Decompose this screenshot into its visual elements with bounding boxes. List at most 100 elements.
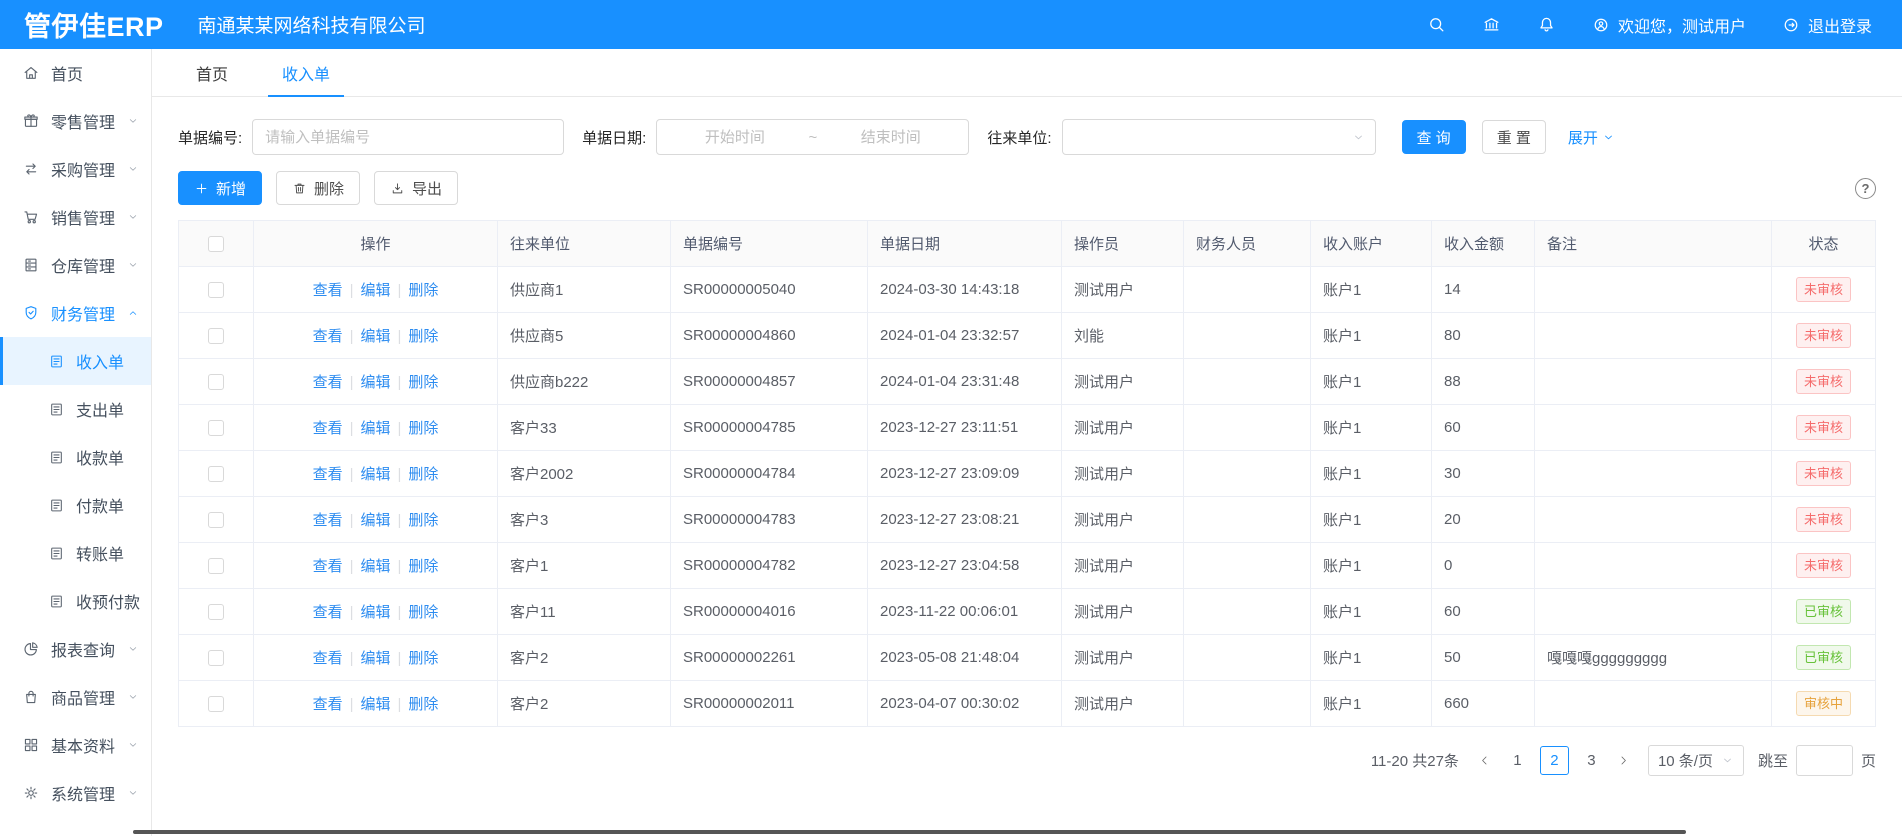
edit-link[interactable]: 编辑 <box>360 282 391 299</box>
sidebar-item-home[interactable]: 首页 <box>0 49 151 97</box>
row-checkbox[interactable] <box>208 604 224 621</box>
sidebar-item-label: 仓库管理 <box>51 259 116 276</box>
delete-link[interactable]: 删除 <box>408 696 439 713</box>
edit-link[interactable]: 编辑 <box>360 420 391 437</box>
view-link[interactable]: 查看 <box>312 696 343 713</box>
sidebar-item-label: 收预付款 <box>76 595 141 612</box>
search-icon[interactable] <box>1427 15 1446 34</box>
cell-amount: 14 <box>1431 266 1535 313</box>
view-link[interactable]: 查看 <box>312 328 343 345</box>
welcome-user[interactable]: 欢迎您，测试用户 <box>1592 13 1746 37</box>
select-all-checkbox[interactable] <box>208 236 224 253</box>
sidebar-item-income-bill[interactable]: 收入单 <box>0 337 151 385</box>
horizontal-scrollbar[interactable] <box>133 830 1686 834</box>
row-checkbox[interactable] <box>208 650 224 667</box>
delete-link[interactable]: 删除 <box>408 604 439 621</box>
bill-no-input[interactable] <box>252 119 565 155</box>
sidebar-item-expense-bill[interactable]: 支出单 <box>0 385 151 433</box>
link-separator: | <box>397 604 402 621</box>
cell-actions: 查看 | 编辑 | 删除 <box>253 680 498 727</box>
view-link[interactable]: 查看 <box>312 282 343 299</box>
sidebar-item-warehouse[interactable]: 仓库管理 <box>0 241 151 289</box>
export-button[interactable]: 导出 <box>374 171 459 205</box>
status-badge: 已审核 <box>1795 645 1851 670</box>
trash-icon <box>292 181 307 196</box>
edit-link[interactable]: 编辑 <box>360 558 391 575</box>
delete-link[interactable]: 删除 <box>408 420 439 437</box>
delete-button[interactable]: 删除 <box>276 171 361 205</box>
page-number-1[interactable]: 1 <box>1513 752 1522 769</box>
delete-link[interactable]: 删除 <box>408 374 439 391</box>
sidebar-item-basic[interactable]: 基本资料 <box>0 721 151 769</box>
edit-link[interactable]: 编辑 <box>360 512 391 529</box>
row-checkbox[interactable] <box>208 696 224 713</box>
chevron-down-icon <box>127 211 139 223</box>
tab-income-bill[interactable]: 收入单 <box>268 49 345 97</box>
tab-home[interactable]: 首页 <box>196 66 229 84</box>
sidebar-item-purchase[interactable]: 采购管理 <box>0 145 151 193</box>
row-checkbox[interactable] <box>208 328 224 345</box>
search-button[interactable]: 查 询 <box>1401 120 1466 154</box>
edit-link[interactable]: 编辑 <box>360 466 391 483</box>
view-link[interactable]: 查看 <box>312 374 343 391</box>
sidebar-item-product[interactable]: 商品管理 <box>0 673 151 721</box>
product-icon <box>22 688 40 706</box>
sidebar-item-sales[interactable]: 销售管理 <box>0 193 151 241</box>
sidebar-item-retail[interactable]: 零售管理 <box>0 97 151 145</box>
row-checkbox[interactable] <box>208 282 224 299</box>
edit-link[interactable]: 编辑 <box>360 374 391 391</box>
link-separator: | <box>397 466 402 483</box>
expand-link[interactable]: 展开 <box>1568 127 1615 148</box>
jump-input[interactable] <box>1795 745 1853 776</box>
delete-link[interactable]: 删除 <box>408 512 439 529</box>
cell-bill-no: SR00000002011 <box>670 680 868 727</box>
row-checkbox[interactable] <box>208 512 224 529</box>
sidebar-item-payment-bill[interactable]: 付款单 <box>0 481 151 529</box>
sidebar-item-report[interactable]: 报表查询 <box>0 625 151 673</box>
cell-status: 未审核 <box>1771 312 1876 359</box>
next-page-button[interactable] <box>1610 747 1638 775</box>
edit-link[interactable]: 编辑 <box>360 328 391 345</box>
delete-link[interactable]: 删除 <box>408 466 439 483</box>
view-link[interactable]: 查看 <box>312 512 343 529</box>
reset-button[interactable]: 重 置 <box>1481 120 1546 154</box>
cell-finance <box>1183 542 1311 589</box>
sidebar-item-system[interactable]: 系统管理 <box>0 769 151 817</box>
row-checkbox[interactable] <box>208 466 224 483</box>
cell-partner: 客户2 <box>497 680 671 727</box>
delete-link[interactable]: 删除 <box>408 650 439 667</box>
chevron-down-icon <box>127 259 139 271</box>
delete-link[interactable]: 删除 <box>408 282 439 299</box>
edit-link[interactable]: 编辑 <box>360 696 391 713</box>
page-size-select[interactable]: 10 条/页 <box>1647 745 1744 776</box>
edit-link[interactable]: 编辑 <box>360 604 391 621</box>
sidebar-item-advance-bill[interactable]: 收预付款 <box>0 577 151 625</box>
page-number-3[interactable]: 3 <box>1587 752 1596 769</box>
partner-select[interactable] <box>1061 119 1376 155</box>
row-checkbox[interactable] <box>208 558 224 575</box>
prev-page-button[interactable] <box>1471 747 1499 775</box>
sidebar-item-receipt-bill[interactable]: 收款单 <box>0 433 151 481</box>
sidebar-item-transfer-bill[interactable]: 转账单 <box>0 529 151 577</box>
view-link[interactable]: 查看 <box>312 420 343 437</box>
bell-icon[interactable] <box>1537 15 1556 34</box>
edit-link[interactable]: 编辑 <box>360 650 391 667</box>
delete-link[interactable]: 删除 <box>408 558 439 575</box>
row-checkbox[interactable] <box>208 374 224 391</box>
view-link[interactable]: 查看 <box>312 558 343 575</box>
bank-icon[interactable] <box>1482 15 1501 34</box>
view-link[interactable]: 查看 <box>312 650 343 667</box>
logout-button[interactable]: 退出登录 <box>1782 13 1872 37</box>
date-range-picker[interactable]: ~ <box>656 119 970 155</box>
add-button[interactable]: 新增 <box>178 171 263 205</box>
help-icon[interactable]: ? <box>1855 177 1876 199</box>
view-link[interactable]: 查看 <box>312 604 343 621</box>
view-link[interactable]: 查看 <box>312 466 343 483</box>
sidebar-item-finance[interactable]: 财务管理 <box>0 289 151 337</box>
date-end-input[interactable] <box>823 128 959 146</box>
date-start-input[interactable] <box>667 128 803 146</box>
page-number-2[interactable]: 2 <box>1539 746 1569 775</box>
delete-link[interactable]: 删除 <box>408 328 439 345</box>
row-checkbox[interactable] <box>208 420 224 437</box>
topbar-actions: 欢迎您，测试用户 退出登录 <box>1427 13 1872 37</box>
